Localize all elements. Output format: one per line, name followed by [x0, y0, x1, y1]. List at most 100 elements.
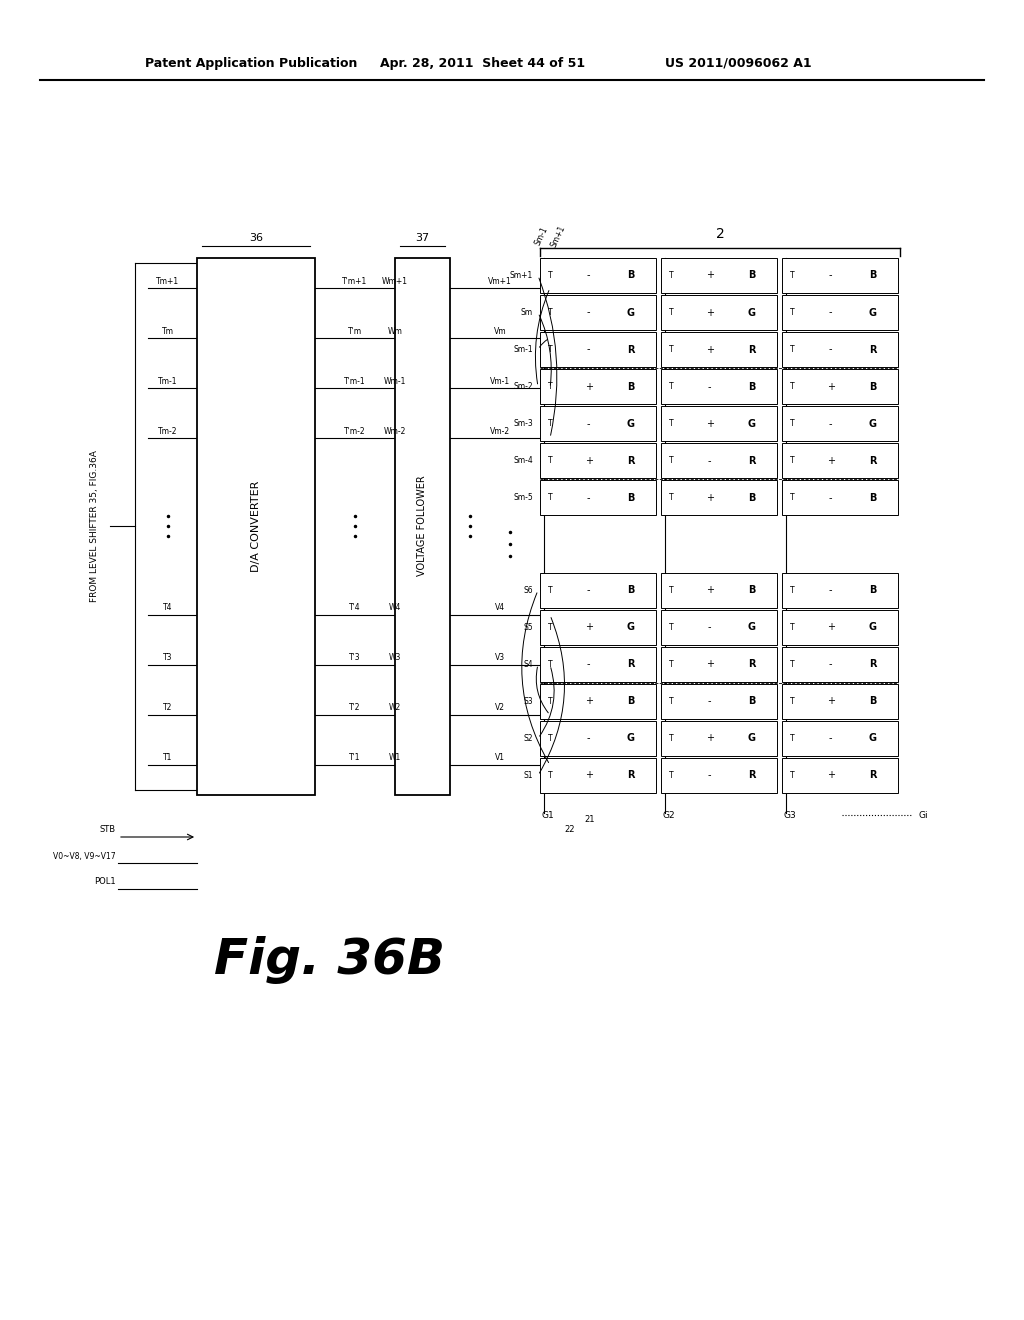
Text: T4: T4: [163, 603, 173, 612]
Text: -: -: [587, 734, 591, 743]
Text: 37: 37: [415, 234, 429, 243]
Text: T: T: [669, 660, 674, 669]
Text: Tm-2: Tm-2: [159, 426, 178, 436]
Text: W1: W1: [389, 754, 401, 763]
Text: T: T: [669, 420, 674, 428]
Text: B: B: [868, 697, 877, 706]
Bar: [782, 370, 898, 404]
Text: G: G: [748, 622, 756, 632]
Text: T: T: [669, 457, 674, 465]
Bar: [662, 257, 777, 293]
Text: Sm-4: Sm-4: [513, 457, 534, 465]
Text: T: T: [548, 345, 552, 354]
Bar: [540, 684, 656, 719]
Text: R: R: [748, 345, 756, 355]
Text: T'm: T'm: [348, 326, 362, 335]
Text: G: G: [868, 308, 877, 318]
Text: V1: V1: [495, 754, 505, 763]
Text: US 2011/0096062 A1: US 2011/0096062 A1: [665, 57, 812, 70]
Text: B: B: [627, 585, 634, 595]
Text: Tm: Tm: [162, 326, 174, 335]
Text: G1: G1: [542, 810, 554, 820]
Text: T: T: [790, 381, 795, 391]
Bar: [782, 573, 898, 607]
Text: +: +: [585, 455, 593, 466]
Text: T: T: [790, 697, 795, 706]
Text: G: G: [627, 308, 635, 318]
Bar: [540, 257, 656, 293]
Text: S6: S6: [523, 586, 534, 595]
Text: Apr. 28, 2011  Sheet 44 of 51: Apr. 28, 2011 Sheet 44 of 51: [380, 57, 585, 70]
Bar: [782, 257, 898, 293]
Text: B: B: [627, 697, 634, 706]
Text: T: T: [790, 345, 795, 354]
Text: -: -: [829, 418, 833, 429]
Bar: [540, 370, 656, 404]
Text: T'4: T'4: [349, 603, 360, 612]
Text: +: +: [706, 418, 714, 429]
Text: T: T: [790, 271, 795, 280]
Text: -: -: [829, 271, 833, 281]
Text: R: R: [748, 771, 756, 780]
Text: -: -: [708, 455, 712, 466]
Text: G: G: [748, 418, 756, 429]
Text: T'2: T'2: [349, 704, 360, 713]
Bar: [782, 444, 898, 478]
Text: V4: V4: [495, 603, 505, 612]
Text: 2: 2: [716, 227, 724, 242]
Bar: [540, 647, 656, 682]
Text: -: -: [708, 697, 712, 706]
Text: G: G: [868, 622, 877, 632]
Text: B: B: [868, 585, 877, 595]
Text: W2: W2: [389, 704, 401, 713]
Text: Tm-1: Tm-1: [159, 376, 178, 385]
Text: T: T: [669, 586, 674, 595]
Text: +: +: [706, 492, 714, 503]
Bar: [662, 444, 777, 478]
Text: Wm-2: Wm-2: [384, 426, 407, 436]
Text: -: -: [829, 734, 833, 743]
Text: +: +: [826, 381, 835, 392]
Text: T: T: [548, 420, 552, 428]
Text: +: +: [706, 271, 714, 281]
Bar: [782, 721, 898, 756]
Bar: [662, 684, 777, 719]
Text: B: B: [627, 271, 634, 281]
Text: G: G: [748, 734, 756, 743]
Text: Sm-2: Sm-2: [513, 381, 534, 391]
Text: T: T: [790, 494, 795, 502]
Text: Gi: Gi: [919, 810, 928, 820]
Bar: [782, 296, 898, 330]
Text: G3: G3: [783, 810, 797, 820]
Text: T: T: [669, 494, 674, 502]
Text: T: T: [669, 771, 674, 780]
Text: -: -: [587, 345, 591, 355]
Text: G2: G2: [663, 810, 675, 820]
Text: G: G: [627, 622, 635, 632]
Text: T: T: [790, 623, 795, 632]
Text: T: T: [548, 494, 552, 502]
Text: -: -: [708, 771, 712, 780]
Text: Vm-2: Vm-2: [489, 426, 510, 436]
Bar: [540, 758, 656, 793]
Text: +: +: [585, 622, 593, 632]
Text: R: R: [748, 455, 756, 466]
Text: W4: W4: [389, 603, 401, 612]
Text: R: R: [868, 345, 877, 355]
Text: V3: V3: [495, 653, 505, 663]
Text: -: -: [587, 492, 591, 503]
Text: +: +: [585, 697, 593, 706]
Bar: [540, 573, 656, 607]
Text: B: B: [748, 697, 755, 706]
Text: R: R: [627, 660, 634, 669]
Text: G: G: [868, 734, 877, 743]
Text: -: -: [587, 660, 591, 669]
Bar: [662, 573, 777, 607]
Text: W3: W3: [389, 653, 401, 663]
Text: B: B: [627, 492, 634, 503]
Text: T: T: [548, 457, 552, 465]
Bar: [540, 610, 656, 645]
Text: POL1: POL1: [94, 878, 116, 887]
Text: B: B: [868, 271, 877, 281]
Text: V2: V2: [495, 704, 505, 713]
